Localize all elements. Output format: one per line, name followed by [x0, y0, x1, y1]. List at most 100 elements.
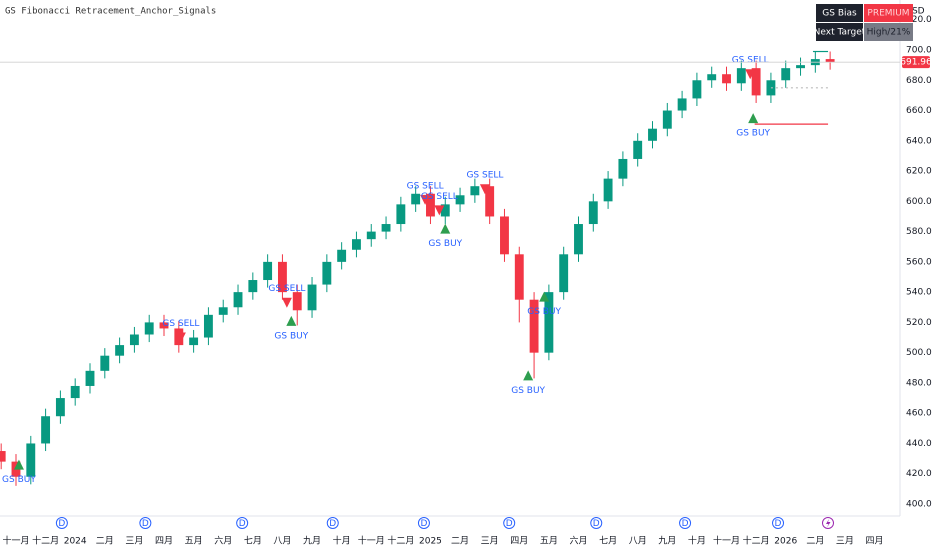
candle-body — [70, 385, 80, 399]
candle-body — [41, 416, 51, 444]
candle-body — [588, 201, 598, 225]
x-tick-label: 八月 — [273, 536, 291, 547]
signal-marker — [479, 184, 490, 195]
x-tick-label: 十二月 — [743, 535, 770, 547]
x-tick-label: 七月 — [244, 536, 262, 547]
x-tick-label: 二月 — [806, 536, 824, 547]
candle-body — [189, 337, 199, 346]
x-tick-label: 二月 — [96, 536, 114, 547]
signal-label: GS BUY — [736, 129, 770, 139]
y-tick-label: 660.00 — [906, 106, 932, 116]
x-tick-label: 十一月 — [358, 535, 385, 547]
candle-body — [514, 254, 524, 300]
signal-label: GS SELL — [421, 192, 458, 202]
candle-body — [248, 280, 258, 293]
candle-body — [0, 451, 6, 462]
event-icon — [139, 517, 152, 529]
candle-body — [633, 140, 643, 159]
signal-marker — [523, 370, 534, 381]
event-icon — [590, 517, 603, 529]
signal-marker — [748, 113, 759, 124]
x-tick-label: 三月 — [481, 536, 499, 547]
candle-body — [500, 216, 509, 255]
y-tick-label: 480.00 — [906, 378, 932, 388]
signal-marker — [420, 194, 431, 205]
panel-text: High/21% — [867, 28, 911, 38]
candle-body — [277, 261, 287, 293]
candle-body — [574, 224, 583, 255]
candle-body — [677, 98, 687, 111]
panel-text: GS Bias — [822, 9, 857, 19]
candle-body — [381, 224, 391, 232]
event-label: D — [329, 519, 336, 529]
candle-body — [366, 231, 376, 240]
event-icon — [417, 517, 430, 529]
candle-body — [26, 443, 36, 477]
y-tick-label: 560.00 — [906, 257, 932, 267]
candle-body — [751, 68, 761, 96]
signal-label: GS SELL — [466, 171, 503, 181]
x-tick-label: 九月 — [303, 536, 321, 547]
signal-marker — [745, 69, 756, 80]
y-tick-label: 460.00 — [906, 409, 932, 419]
candle-body — [736, 68, 746, 84]
candle-body — [307, 284, 317, 311]
candle-body — [322, 261, 332, 285]
candle-body — [218, 307, 228, 315]
signal-label: GS BUY — [511, 386, 545, 396]
x-tick-label: 三月 — [836, 536, 854, 547]
panel-cell — [864, 23, 913, 41]
signal-label: GS SELL — [268, 284, 305, 294]
panel-cell — [816, 4, 863, 22]
x-tick-label: 二月 — [451, 536, 469, 547]
lightning-icon — [826, 519, 831, 528]
candle-body — [115, 345, 125, 356]
event-icon — [55, 517, 68, 529]
candle-body — [662, 110, 672, 129]
x-tick-label: 四月 — [510, 536, 528, 547]
event-label: D — [58, 519, 65, 529]
y-tick-label: 420.00 — [906, 469, 932, 479]
event-label: D — [142, 519, 149, 529]
event-icon — [236, 517, 249, 529]
signal-label: GS BUY — [527, 307, 561, 317]
candle-body — [485, 186, 495, 217]
panel-cell — [816, 23, 863, 41]
candle-body — [396, 204, 406, 225]
y-tick-label: 440.00 — [906, 439, 932, 449]
candle-body — [203, 314, 213, 338]
event-icon — [503, 517, 516, 529]
y-tick-label: 400.00 — [906, 500, 932, 510]
candle-body — [559, 254, 569, 293]
event-label: D — [239, 519, 246, 529]
y-tick-label: 720.00 — [906, 15, 932, 25]
event-label: D — [506, 519, 513, 529]
candle-body — [707, 74, 717, 81]
x-tick-label: 2025 — [419, 537, 442, 547]
x-tick-label: 三月 — [125, 536, 143, 547]
signal-marker — [440, 223, 451, 234]
candle-body — [544, 292, 554, 353]
signal-marker — [286, 315, 297, 326]
y-tick-label: 640.00 — [906, 136, 932, 146]
y-tick-label: 620.00 — [906, 167, 932, 177]
x-tick-label: 六月 — [214, 535, 232, 547]
y-tick-label: 600.00 — [906, 197, 932, 207]
x-tick-label: 十二月 — [32, 535, 59, 547]
x-tick-label: 十二月 — [387, 535, 414, 547]
candle-body — [159, 322, 169, 329]
x-tick-label: 2024 — [64, 537, 87, 547]
y-tick-label: 680.00 — [906, 76, 932, 86]
signal-marker — [281, 297, 292, 308]
signal-label: GS SELL — [732, 56, 769, 66]
signal-marker — [539, 291, 550, 302]
candle-body — [85, 370, 95, 386]
event-icon — [772, 517, 785, 529]
candle-body — [618, 158, 628, 179]
x-tick-label: 十月 — [688, 535, 706, 547]
y-tick-label: 700.00 — [906, 46, 932, 56]
event-label: D — [593, 519, 600, 529]
candle-body — [781, 68, 791, 81]
signal-label: GS SELL — [407, 181, 444, 191]
